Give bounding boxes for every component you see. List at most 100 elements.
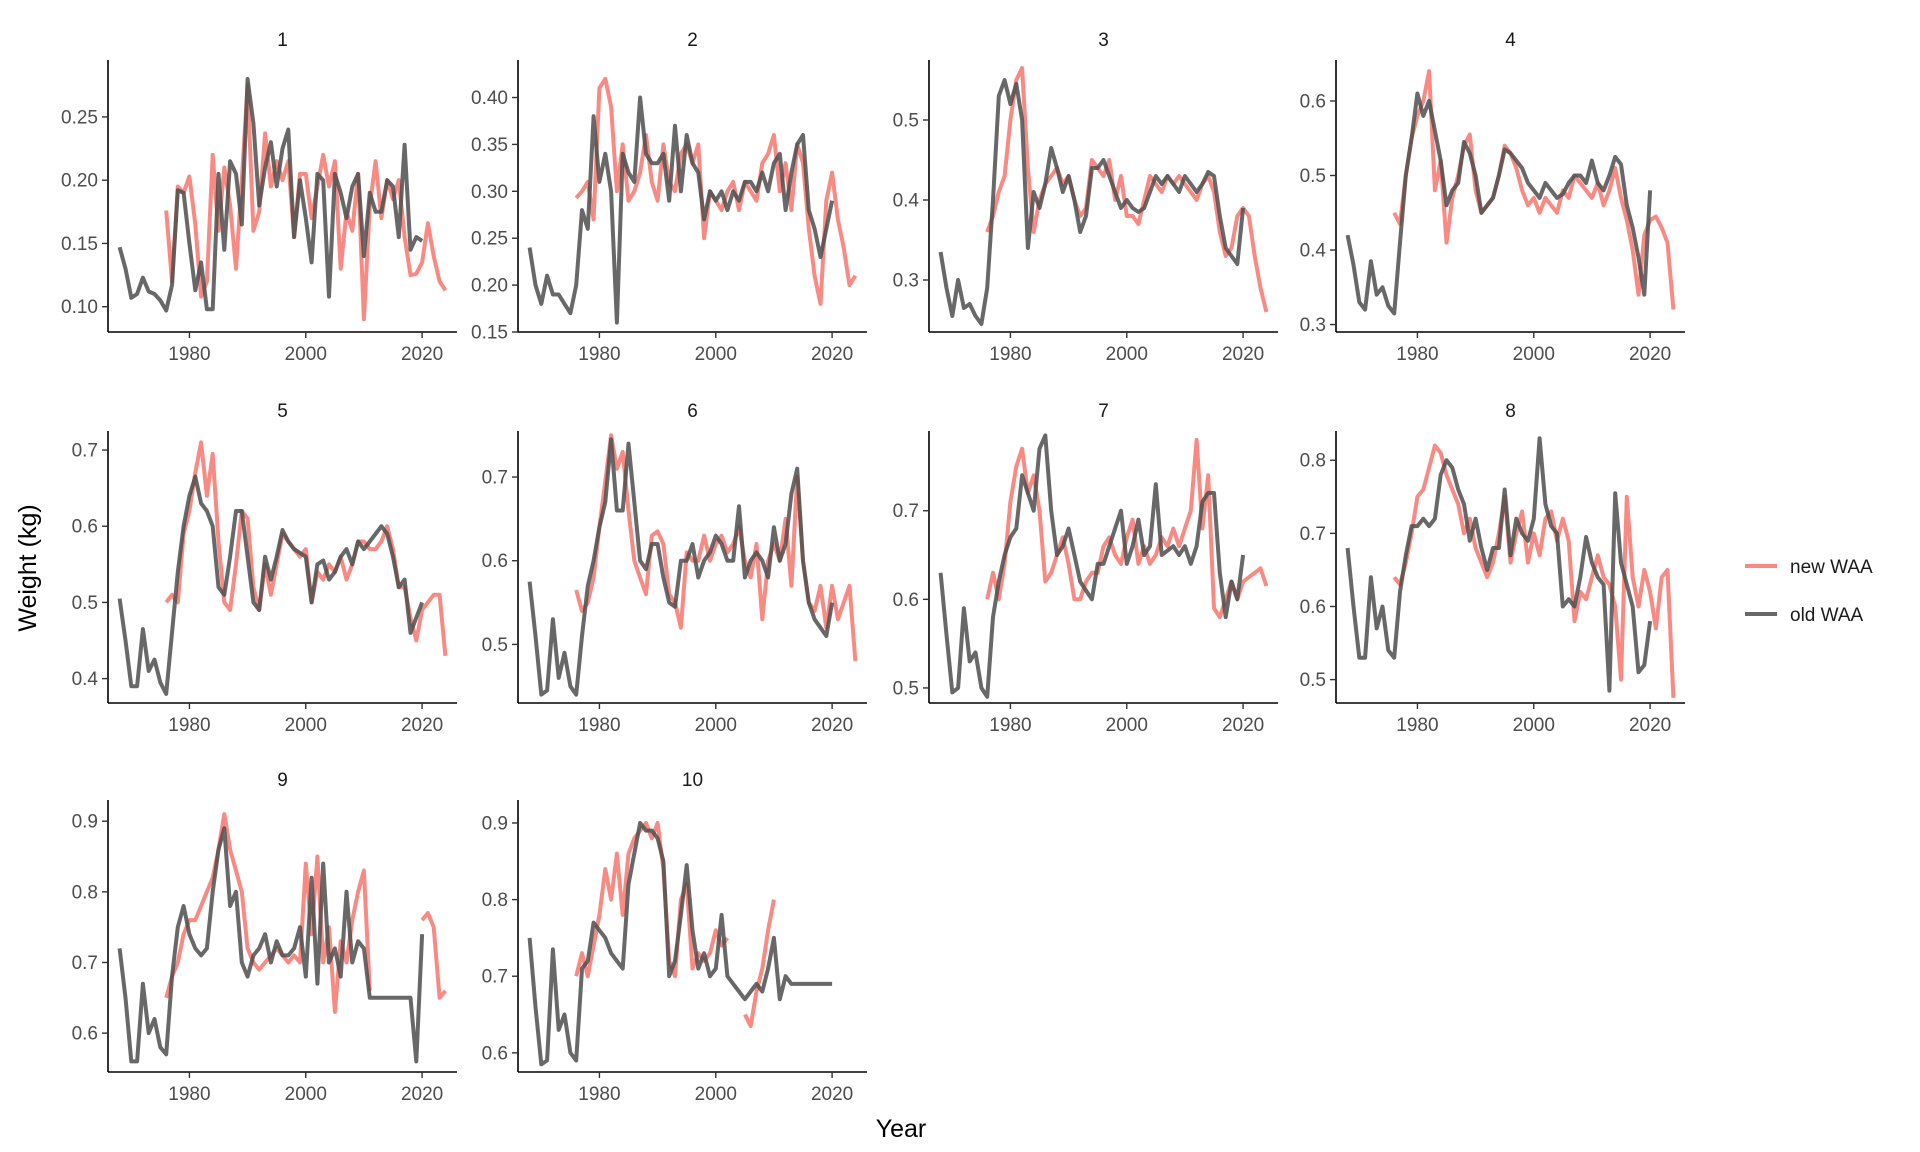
x-tick-label: 2000 <box>285 1084 327 1105</box>
y-tick-label: 0.6 <box>893 590 919 611</box>
panel-8: 8 0.5 0.6 0.7 0.8 1980 2000 2020 <box>1300 401 1685 736</box>
x-tick-label: 1980 <box>168 1084 210 1105</box>
x-tick-label: 1980 <box>1396 715 1438 736</box>
series-line-new-waa <box>743 899 776 1028</box>
series-line-new-waa <box>985 66 1269 313</box>
y-tick-label: 0.7 <box>893 501 919 522</box>
y-tick-label: 0.7 <box>72 441 98 462</box>
series-line-old-waa <box>527 95 835 325</box>
series-line-old-waa <box>117 77 424 313</box>
legend-label: old WAA <box>1790 605 1864 626</box>
y-tick-label: 0.3 <box>893 271 919 292</box>
x-tick-label: 2000 <box>1106 715 1148 736</box>
x-tick-label: 1980 <box>578 715 620 736</box>
y-tick-label: 0.5 <box>72 593 98 614</box>
panel-title: 3 <box>1098 30 1109 51</box>
y-tick-label: 0.6 <box>1300 597 1326 618</box>
x-tick-label: 2020 <box>1222 344 1264 365</box>
x-tick-label: 2000 <box>695 344 737 365</box>
y-tick-label: 0.6 <box>1300 91 1326 112</box>
x-tick-label: 2000 <box>1106 344 1148 365</box>
y-tick-label: 0.4 <box>1300 241 1327 262</box>
y-tick-label: 0.4 <box>72 669 99 690</box>
y-tick-label: 0.20 <box>61 171 98 192</box>
x-tick-label: 1980 <box>1396 344 1438 365</box>
series-line-old-waa <box>938 78 1246 326</box>
x-tick-label: 1980 <box>989 715 1031 736</box>
y-tick-label: 0.15 <box>61 234 98 255</box>
x-tick-label: 2000 <box>285 344 327 365</box>
series-line-new-waa <box>985 437 1269 620</box>
y-tick-label: 0.5 <box>893 111 919 132</box>
y-tick-label: 0.9 <box>482 813 508 834</box>
panels-group: 1 0.10 0.15 0.20 0.25 1980 2000 2020 2 0.15 0.20 0.… <box>61 30 1685 1105</box>
panel-5: 5 0.4 0.5 0.6 0.7 1980 2000 2020 <box>72 401 457 736</box>
x-tick-label: 2000 <box>695 1084 737 1105</box>
series-line-old-waa <box>938 433 1246 699</box>
legend: new WAA old WAA <box>1745 557 1873 626</box>
series-line-new-waa <box>164 812 372 1014</box>
x-tick-label: 2000 <box>1513 344 1555 365</box>
panel-title: 8 <box>1505 401 1516 422</box>
y-tick-label: 0.6 <box>482 1043 508 1064</box>
panel-6: 6 0.5 0.6 0.7 1980 2000 2020 <box>482 401 867 736</box>
panel-title: 7 <box>1098 401 1109 422</box>
y-tick-label: 0.6 <box>72 1024 98 1045</box>
y-tick-label: 0.6 <box>482 551 508 572</box>
x-tick-label: 2000 <box>285 715 327 736</box>
series-line-new-waa <box>164 83 448 322</box>
panel-title: 10 <box>682 770 703 791</box>
y-tick-label: 0.8 <box>1300 451 1326 472</box>
panel-3: 3 0.3 0.4 0.5 1980 2000 2020 <box>893 30 1278 365</box>
x-tick-label: 1980 <box>168 715 210 736</box>
series-line-old-waa <box>1345 436 1653 693</box>
panel-title: 1 <box>277 30 288 51</box>
y-tick-label: 0.8 <box>482 890 508 911</box>
panel-7: 7 0.5 0.6 0.7 1980 2000 2020 <box>893 401 1278 736</box>
panel-title: 2 <box>687 30 698 51</box>
y-tick-label: 0.7 <box>482 468 508 489</box>
x-tick-label: 2020 <box>1629 344 1671 365</box>
x-tick-label: 1980 <box>989 344 1031 365</box>
y-tick-label: 0.10 <box>61 297 98 318</box>
panel-10: 10 0.6 0.7 0.8 0.9 1980 2000 2020 <box>482 770 867 1105</box>
x-tick-label: 2020 <box>811 344 853 365</box>
panel-4: 4 0.3 0.4 0.5 0.6 1980 2000 2020 <box>1300 30 1685 365</box>
series-line-old-waa <box>117 474 424 696</box>
panel-2: 2 0.15 0.20 0.25 0.30 0.35 0.40 1980 2000 2020 <box>471 30 867 365</box>
x-tick-label: 1980 <box>578 344 620 365</box>
panel-title: 5 <box>277 401 288 422</box>
y-tick-label: 0.5 <box>1300 166 1326 187</box>
y-tick-label: 0.4 <box>893 191 920 212</box>
x-tick-label: 2020 <box>1629 715 1671 736</box>
series-line-new-waa <box>420 911 447 1000</box>
y-tick-label: 0.15 <box>471 323 508 344</box>
x-tick-label: 2020 <box>811 715 853 736</box>
y-tick-label: 0.6 <box>72 517 98 538</box>
y-tick-label: 0.7 <box>482 967 508 988</box>
series-line-old-waa <box>527 821 833 1067</box>
panel-title: 6 <box>687 401 698 422</box>
panel-title: 9 <box>277 770 288 791</box>
x-axis-title: Year <box>876 1115 927 1143</box>
y-tick-label: 0.7 <box>1300 524 1326 545</box>
y-tick-label: 0.9 <box>72 812 98 833</box>
series-line-new-waa <box>1392 443 1676 698</box>
panel-9: 9 0.6 0.7 0.8 0.9 1980 2000 2020 <box>72 770 457 1105</box>
y-axis-title: Weight (kg) <box>14 504 42 631</box>
series-line-old-waa <box>1345 91 1653 316</box>
panel-1: 1 0.10 0.15 0.20 0.25 1980 2000 2020 <box>61 30 457 365</box>
y-tick-label: 0.5 <box>1300 670 1326 691</box>
y-tick-label: 0.40 <box>471 88 508 109</box>
y-tick-label: 0.25 <box>471 229 508 250</box>
legend-label: new WAA <box>1790 557 1873 578</box>
x-tick-label: 2000 <box>695 715 737 736</box>
y-tick-label: 0.5 <box>893 678 919 699</box>
series-line-new-waa <box>574 433 858 662</box>
y-tick-label: 0.30 <box>471 182 508 203</box>
y-tick-label: 0.5 <box>482 635 508 656</box>
x-tick-label: 2020 <box>401 715 443 736</box>
x-tick-label: 1980 <box>578 1084 620 1105</box>
y-tick-label: 0.25 <box>61 107 98 128</box>
